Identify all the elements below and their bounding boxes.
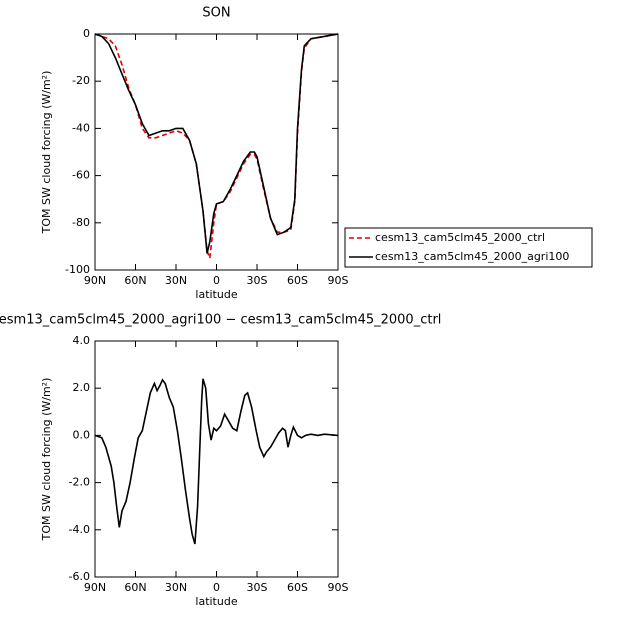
y-tick-label: -80 [72,216,90,229]
plot: cesm13_cam5clm45_2000_agri100 − cesm13_c… [0,313,441,609]
x-axis-label: latitude [195,288,237,301]
data-line [94,33,339,254]
data-line [94,378,339,545]
y-tick-label: 2.0 [73,381,91,394]
x-tick-label: 30N [165,581,187,594]
y-tick-label: 0.0 [73,428,91,441]
y-tick-label: 4.0 [73,334,91,347]
y-tick-label: 0 [83,27,90,40]
plot-frame [94,340,339,578]
x-tick-label: 30N [165,274,187,287]
y-axis-label: TOM SW cloud forcing (W/m²) [40,378,53,542]
chart-title: SON [202,6,230,21]
y-tick-label: -100 [65,263,90,276]
legend-label: cesm13_cam5clm45_2000_agri100 [375,250,569,263]
plot-frame [94,33,339,271]
x-axis-label: latitude [195,595,237,608]
x-tick-label: 60S [287,581,308,594]
y-tick-label: -4.0 [69,523,90,536]
y-axis-label: TOM SW cloud forcing (W/m²) [40,71,53,235]
x-tick-label: 0 [213,274,220,287]
y-tick-label: -40 [72,121,90,134]
y-tick-label: -2.0 [69,476,90,489]
x-tick-label: 30S [247,274,268,287]
x-tick-label: 90N [84,581,106,594]
chart-title: cesm13_cam5clm45_2000_agri100 − cesm13_c… [0,313,441,328]
x-tick-label: 60S [287,274,308,287]
legend-label: cesm13_cam5clm45_2000_ctrl [375,231,545,244]
x-tick-label: 30S [247,581,268,594]
y-tick-label: -20 [72,74,90,87]
x-tick-label: 0 [213,581,220,594]
x-tick-label: 60N [124,274,146,287]
x-tick-label: 90S [328,581,349,594]
y-tick-label: -60 [72,169,90,182]
x-tick-label: 90N [84,274,106,287]
x-tick-label: 90S [328,274,349,287]
y-tick-label: -6.0 [69,570,90,583]
x-tick-label: 60N [124,581,146,594]
legend-box [344,227,593,268]
